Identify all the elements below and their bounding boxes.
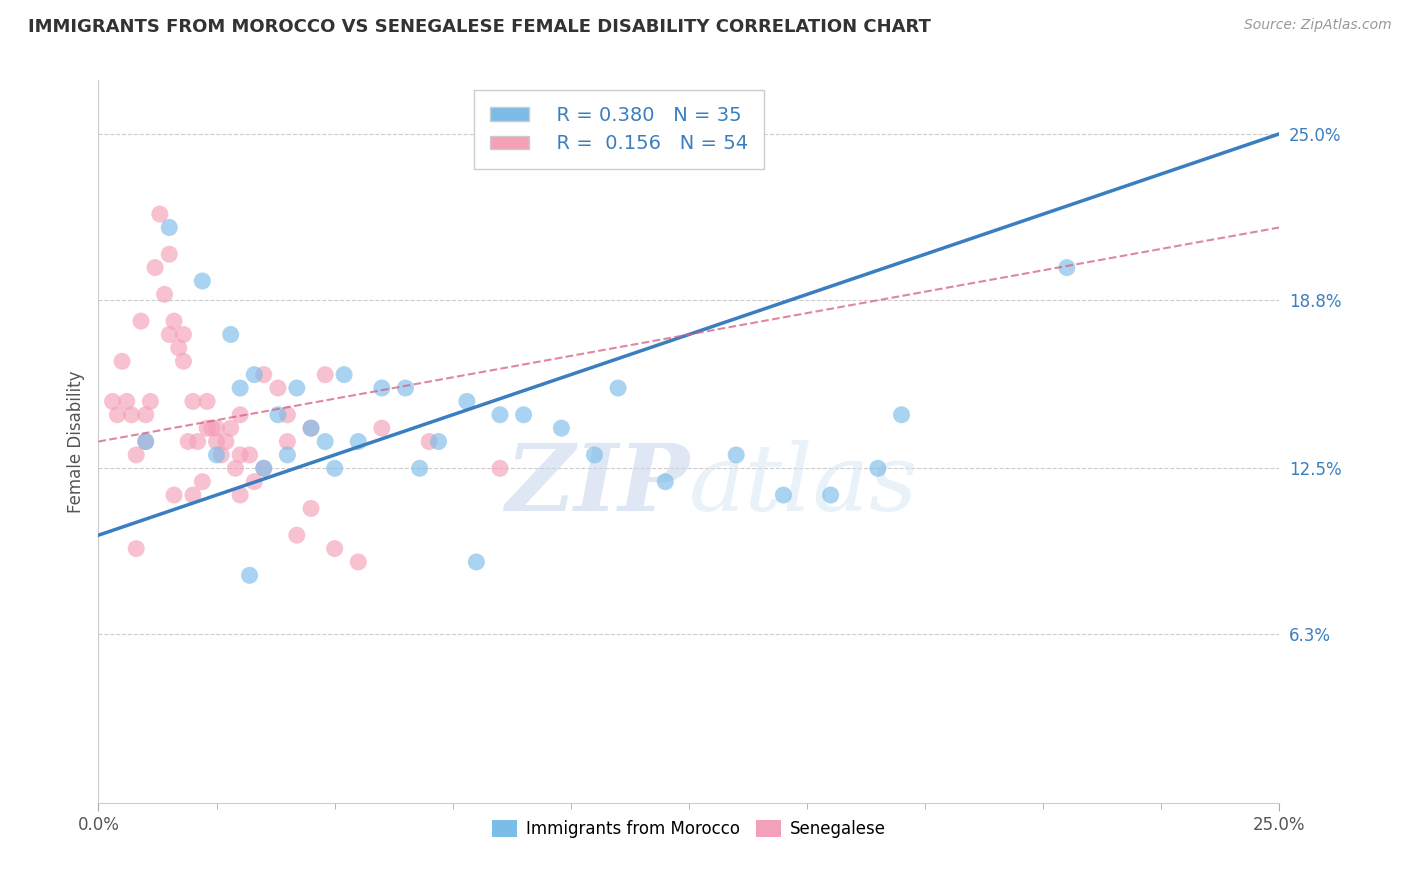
Point [866, 461, 889, 475]
Point [143, 260, 166, 275]
Point [139, 394, 162, 409]
Point [654, 475, 676, 489]
Point [347, 434, 370, 449]
Point [489, 461, 512, 475]
Point [408, 461, 430, 475]
Text: ZIP: ZIP [505, 440, 689, 530]
Point [177, 434, 200, 449]
Point [276, 434, 298, 449]
Point [125, 541, 148, 556]
Point [219, 421, 242, 435]
Point [512, 408, 534, 422]
Point [121, 408, 143, 422]
Point [489, 408, 512, 422]
Point [209, 448, 232, 462]
Point [276, 408, 298, 422]
Point [276, 448, 298, 462]
Point [149, 207, 172, 221]
Point [820, 488, 842, 502]
Point [229, 381, 252, 395]
Point [465, 555, 488, 569]
Point [314, 434, 336, 449]
Point [371, 381, 394, 395]
Point [205, 434, 228, 449]
Point [157, 327, 180, 342]
Point [215, 434, 238, 449]
Point [299, 421, 322, 435]
Point [456, 394, 478, 409]
Point [550, 421, 572, 435]
Point [314, 368, 336, 382]
Point [195, 394, 218, 409]
Point [229, 408, 252, 422]
Point [427, 434, 450, 449]
Point [267, 408, 290, 422]
Point [205, 448, 228, 462]
Point [253, 461, 276, 475]
Text: Source: ZipAtlas.com: Source: ZipAtlas.com [1244, 18, 1392, 32]
Point [772, 488, 794, 502]
Point [267, 381, 290, 395]
Point [135, 434, 157, 449]
Point [157, 220, 180, 235]
Point [163, 488, 186, 502]
Point [253, 461, 276, 475]
Point [129, 314, 152, 328]
Point [153, 287, 176, 301]
Point [371, 421, 394, 435]
Point [1056, 260, 1078, 275]
Point [285, 528, 308, 542]
Point [201, 421, 224, 435]
Point [323, 541, 346, 556]
Point [125, 448, 148, 462]
Point [181, 394, 204, 409]
Text: atlas: atlas [689, 440, 918, 530]
Point [347, 555, 370, 569]
Point [172, 327, 194, 342]
Point [157, 247, 180, 261]
Point [135, 408, 157, 422]
Point [239, 568, 262, 582]
Point [181, 488, 204, 502]
Point [115, 394, 138, 409]
Point [229, 448, 252, 462]
Point [205, 421, 228, 435]
Point [219, 327, 242, 342]
Text: IMMIGRANTS FROM MOROCCO VS SENEGALESE FEMALE DISABILITY CORRELATION CHART: IMMIGRANTS FROM MOROCCO VS SENEGALESE FE… [28, 18, 931, 36]
Point [135, 434, 157, 449]
Point [725, 448, 748, 462]
Point [101, 394, 124, 409]
Point [187, 434, 209, 449]
Point [394, 381, 416, 395]
Point [418, 434, 440, 449]
Point [167, 341, 190, 355]
Point [243, 368, 266, 382]
Point [285, 381, 308, 395]
Point [191, 475, 214, 489]
Point [163, 314, 186, 328]
Point [191, 274, 214, 288]
Point [243, 475, 266, 489]
Point [323, 461, 346, 475]
Legend: Immigrants from Morocco, Senegalese: Immigrants from Morocco, Senegalese [485, 814, 893, 845]
Point [195, 421, 218, 435]
Point [607, 381, 630, 395]
Point [299, 501, 322, 516]
Point [224, 461, 246, 475]
Point [333, 368, 356, 382]
Point [172, 354, 194, 368]
Point [111, 354, 134, 368]
Point [239, 448, 262, 462]
Point [890, 408, 912, 422]
Point [253, 368, 276, 382]
Y-axis label: Female Disability: Female Disability [66, 370, 84, 513]
Point [583, 448, 606, 462]
Point [105, 408, 128, 422]
Point [299, 421, 322, 435]
Point [229, 488, 252, 502]
